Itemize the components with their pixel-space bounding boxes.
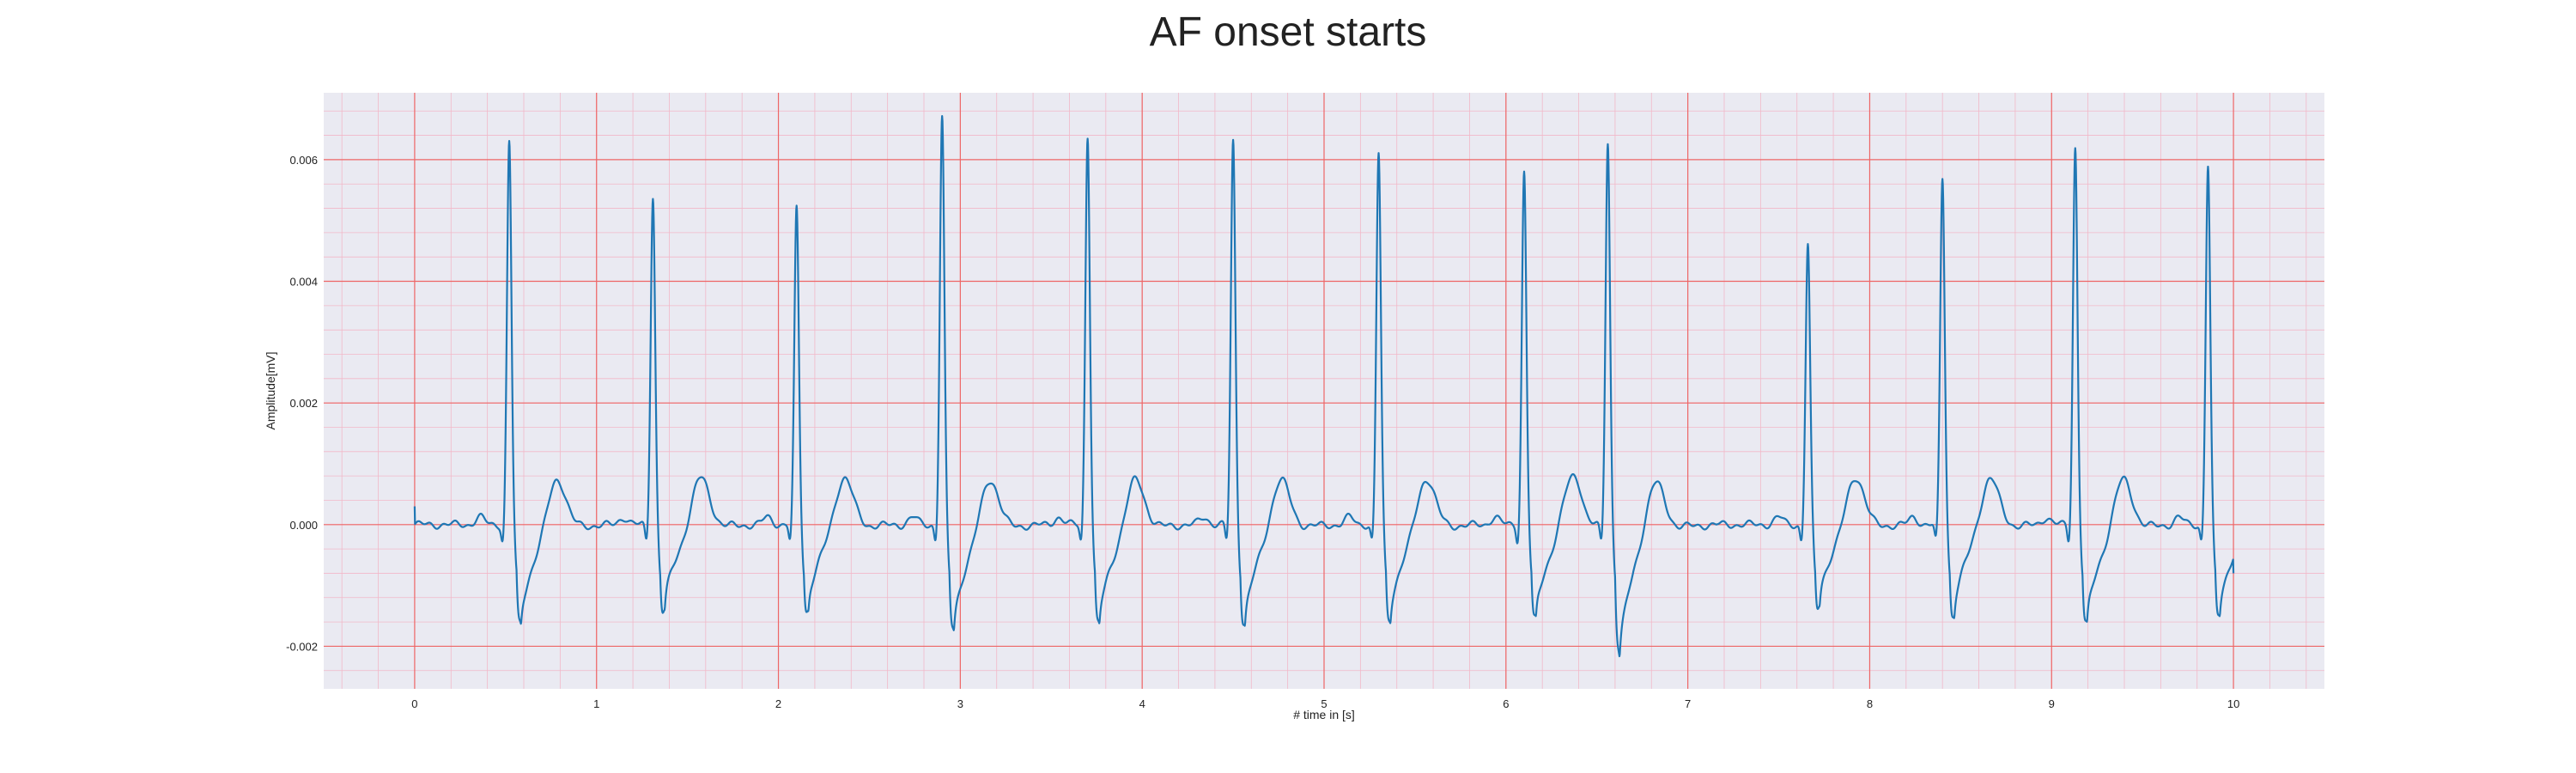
y-tick-label: 0.000 bbox=[289, 519, 318, 532]
y-tick-label: 0.004 bbox=[289, 276, 318, 289]
ecg-signal-line bbox=[413, 114, 2235, 658]
x-tick-label: 0 bbox=[411, 697, 417, 710]
x-tick-label: 5 bbox=[1321, 697, 1327, 710]
x-axis-label: # time in [s] bbox=[1293, 708, 1355, 721]
x-tick-label: 1 bbox=[593, 697, 599, 710]
major-grid bbox=[324, 93, 2324, 689]
y-tick-label: 0.006 bbox=[289, 154, 318, 167]
x-tick-label: 7 bbox=[1685, 697, 1691, 710]
x-tick-label: 6 bbox=[1503, 697, 1509, 710]
x-tick-label: 4 bbox=[1139, 697, 1145, 710]
x-tick-label: 8 bbox=[1867, 697, 1873, 710]
y-tick-labels: -0.002 0.000 0.002 0.004 0.006 bbox=[286, 154, 318, 654]
x-tick-label: 9 bbox=[2049, 697, 2055, 710]
y-tick-label: -0.002 bbox=[286, 640, 318, 653]
x-tick-labels: 0 1 2 3 4 5 6 7 8 9 10 bbox=[411, 697, 2239, 710]
x-tick-label: 10 bbox=[2227, 697, 2239, 710]
y-axis-label: Amplitude[mV] bbox=[264, 351, 277, 429]
x-tick-label: 3 bbox=[957, 697, 963, 710]
x-tick-label: 2 bbox=[775, 697, 781, 710]
y-tick-label: 0.002 bbox=[289, 397, 318, 410]
chart-title: AF onset starts bbox=[1150, 9, 1427, 55]
